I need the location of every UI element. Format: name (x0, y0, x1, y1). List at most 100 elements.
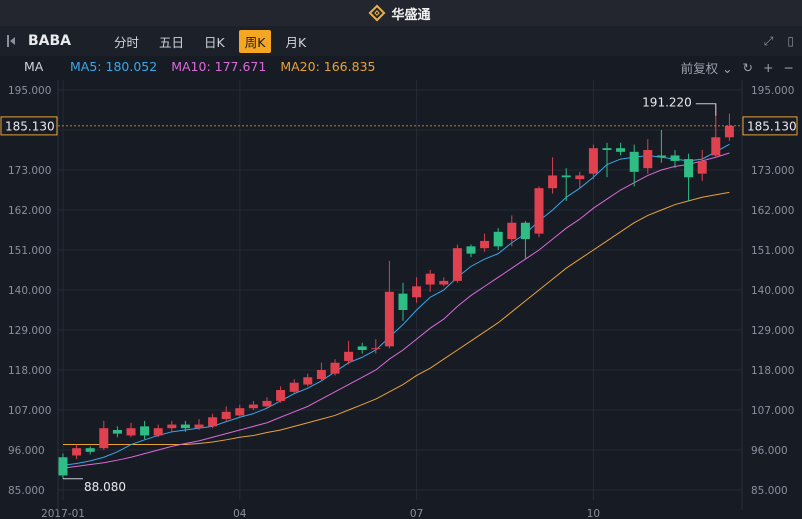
candle-body (452, 248, 462, 281)
candle-body (398, 293, 408, 310)
candle-body (684, 159, 694, 178)
tab-weekly-k[interactable]: 周K (238, 29, 272, 53)
candle-body (466, 246, 476, 254)
candle-body (208, 417, 218, 427)
low-annotation: 88.080 (84, 480, 126, 494)
y-tick-label-left: 195.000 (8, 85, 51, 97)
candle-body (629, 151, 639, 172)
tab-five-day[interactable]: 五日 (159, 34, 185, 50)
candle-body (371, 348, 381, 350)
high-marker-line (695, 103, 717, 116)
candle-body (384, 291, 394, 347)
candle-body (602, 148, 612, 150)
candle-body (112, 430, 122, 434)
high-annotation: 191.220 (642, 96, 692, 110)
stock-symbol: BABA (28, 33, 72, 49)
candle-body (126, 428, 136, 436)
price-adjust-label: 前复权 (680, 61, 719, 76)
candle-body (58, 457, 68, 476)
candle-body (316, 370, 326, 380)
candle-body (248, 404, 258, 409)
last-price-box-right (742, 116, 798, 136)
candle-body (656, 155, 666, 158)
x-tick-label: 2017-01 (41, 508, 85, 519)
y-tick-label-right: 173.000 (751, 165, 794, 177)
candle-body (72, 448, 82, 456)
tab-monthly-k[interactable]: 月K (285, 34, 307, 50)
candle-body (670, 155, 680, 161)
candle-body (412, 286, 422, 298)
ma10-value: MA10: 177.671 (171, 59, 266, 74)
y-tick-label-left: 107.000 (8, 405, 51, 417)
tab-intraday[interactable]: 分时 (114, 34, 140, 50)
candle-body (588, 148, 598, 174)
candle-body (330, 362, 340, 374)
candle-body (534, 188, 544, 234)
candle-body (85, 448, 95, 452)
candle-body (520, 222, 530, 240)
ma5-value: MA5: 180.052 (70, 59, 157, 74)
candle-body (180, 424, 190, 429)
candle-body (425, 273, 435, 285)
candle-body (548, 175, 558, 189)
candle-body (289, 382, 299, 392)
zoom-out-icon[interactable]: − (783, 60, 794, 75)
x-tick-label: 10 (587, 508, 600, 519)
y-tick-label-left: 96.000 (8, 445, 45, 457)
y-tick-label-right: 140.000 (751, 285, 794, 297)
ma10-label: MA10: (171, 58, 211, 74)
ma5-number: 180.052 (105, 58, 158, 74)
candle-body (99, 428, 109, 449)
y-tick-label-left: 173.000 (8, 165, 51, 177)
candle-body (711, 137, 721, 156)
ma-label: MA (24, 58, 44, 74)
y-tick-label-right: 118.000 (751, 365, 794, 377)
x-tick-label: 07 (410, 508, 423, 519)
candle-body (724, 125, 734, 138)
tab-daily-k[interactable]: 日K (204, 34, 225, 50)
app-title: 华盛通 (391, 7, 431, 23)
ma20-label: MA20: (280, 58, 320, 74)
y-tick-label-left: 129.000 (8, 325, 51, 337)
y-tick-label-right: 151.000 (751, 245, 794, 257)
ma5-label: MA5: (70, 58, 102, 74)
ma20-value: MA20: 166.835 (280, 59, 375, 74)
candle-body (153, 428, 163, 436)
candle-body (493, 231, 503, 247)
candle-body (276, 390, 286, 401)
price-adjust-dropdown[interactable]: 前复权 ⌄ (681, 58, 733, 77)
candle-body (235, 408, 245, 416)
ma-legend: MA MA5: 180.052 MA10: 177.671 MA20: 166.… (0, 56, 802, 77)
ma10-number: 177.671 (214, 58, 267, 74)
candle-body (140, 426, 150, 436)
y-tick-label-right: 129.000 (751, 325, 794, 337)
y-tick-label-left: 151.000 (8, 245, 51, 257)
y-tick-label-left: 162.000 (8, 205, 51, 217)
candle-body (616, 148, 626, 152)
ma20-line (63, 191, 730, 446)
expand-icon[interactable]: ⤢ (763, 34, 774, 48)
y-tick-label-left: 140.000 (8, 285, 51, 297)
chart-toolbar: BABA 分时 五日 日K 周K 月K ⤢ ▯ (0, 26, 802, 56)
x-tick-label: 04 (233, 508, 247, 519)
zoom-in-icon[interactable]: + (763, 60, 774, 75)
last-price-box-left (0, 116, 58, 136)
ma10-line (62, 152, 730, 469)
candle-body (357, 346, 367, 350)
candle-body (344, 351, 354, 361)
collapse-panel-icon[interactable] (7, 34, 19, 48)
refresh-icon[interactable]: ↻ (742, 60, 754, 75)
y-tick-label-right: 195.000 (751, 85, 794, 97)
candle-body (697, 160, 707, 174)
candle-body (643, 150, 653, 169)
y-tick-label-right: 85.000 (751, 485, 788, 497)
ma20-number: 166.835 (323, 58, 376, 74)
candle-body (221, 411, 231, 420)
candle-body (303, 377, 313, 385)
y-tick-label-right: 96.000 (751, 445, 788, 457)
candle-body (507, 222, 517, 240)
candle-body (167, 424, 177, 429)
candle-body (194, 424, 204, 429)
collapse-sidebar-icon[interactable]: ▯ (787, 34, 794, 48)
